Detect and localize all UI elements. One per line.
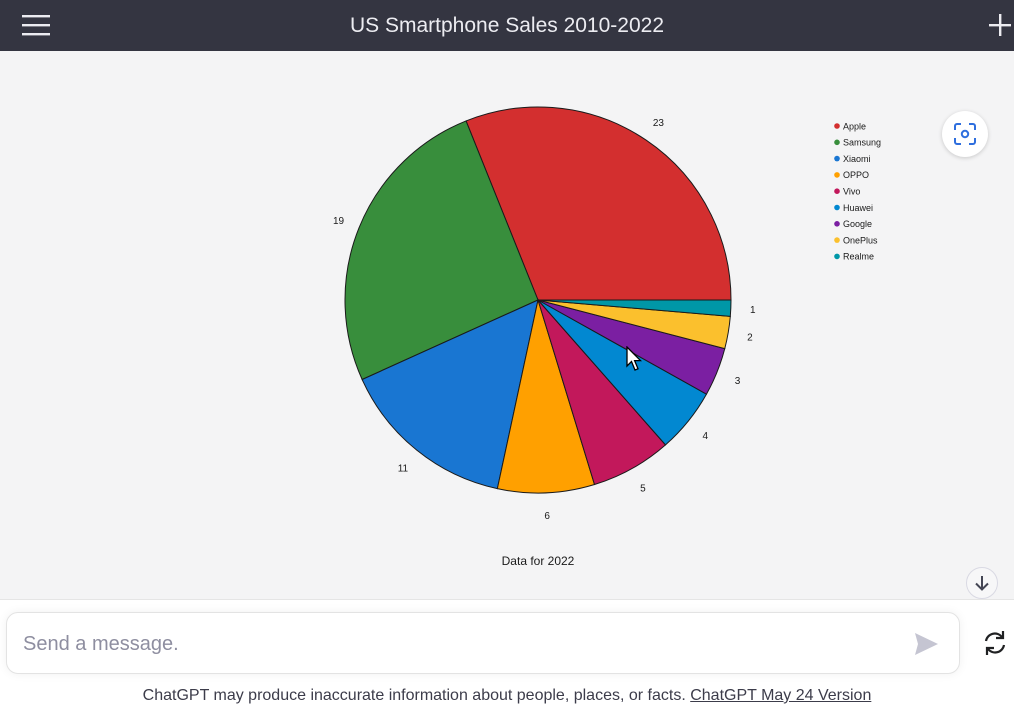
pie-value-label: 3 [735,376,741,387]
legend-label-xiaomi: Xiaomi [843,154,871,164]
legend-marker [834,123,840,129]
pie-value-label: 6 [544,511,550,522]
pie-slice-oppo [496,298,596,494]
legend-label-apple: Apple [843,121,866,131]
send-icon[interactable] [911,629,941,659]
legend-marker [834,155,840,162]
mouse-cursor-icon [626,346,642,371]
pie-value-label: 5 [640,484,646,495]
hamburger-menu-icon[interactable] [20,12,52,38]
legend-marker [834,253,840,260]
legend-marker [834,172,840,178]
arrow-down-icon [975,576,989,591]
top-bar: US Smartphone Sales 2010-2022 [0,0,1014,51]
pie-value-label: 23 [653,118,665,129]
legend-label-huawei: Huawei [843,203,873,213]
legend-label-realme: Realme [843,252,874,262]
chart-x-label: Data for 2022 [502,554,575,568]
pie-slice-samsung [344,120,539,381]
legend-label-oppo: OPPO [843,170,869,180]
legend-marker [834,221,840,227]
focus-button[interactable] [942,111,988,157]
footer: ChatGPT may produce inaccurate informati… [0,687,1014,709]
legend-label-oneplus: OnePlus [843,235,878,245]
chart-panel: 23 19 11 6 5 4 3 2 1 Apple Samsung Xiaomi OPPO Vivo Hu… [0,51,1014,599]
legend-label-google: Google [843,219,872,229]
page-title: US Smartphone Sales 2010-2022 [349,14,665,37]
focus-icon [954,123,976,145]
footer-disclaimer: ChatGPT may produce inaccurate informati… [142,687,686,704]
plus-icon[interactable] [986,10,1014,40]
legend-marker [834,204,840,211]
regenerate-icon[interactable] [980,628,1010,658]
pie-value-label: 11 [398,463,409,474]
divider [0,599,1014,600]
version-link[interactable]: ChatGPT May 24 Version [690,687,872,704]
pie-chart: 23 19 11 6 5 4 3 2 1 Apple Samsung Xiaomi OPPO Vivo Hu… [333,106,881,568]
pie-slice-apple [465,106,732,301]
message-input[interactable] [21,623,895,665]
legend-label-vivo: Vivo [843,187,860,197]
legend-marker [834,237,840,243]
scroll-down-button[interactable] [966,567,998,599]
legend-label-samsung: Samsung [843,138,881,148]
message-composer [6,612,960,674]
legend-marker [834,139,840,146]
pie-slice-xiaomi [361,299,539,490]
legend-marker [834,188,840,194]
pie-value-label: 4 [703,431,709,442]
pie-value-label: 1 [750,305,756,316]
pie-slice-realme [537,299,732,317]
pie-value-label: 19 [333,216,345,227]
pie-value-label: 2 [747,332,753,343]
